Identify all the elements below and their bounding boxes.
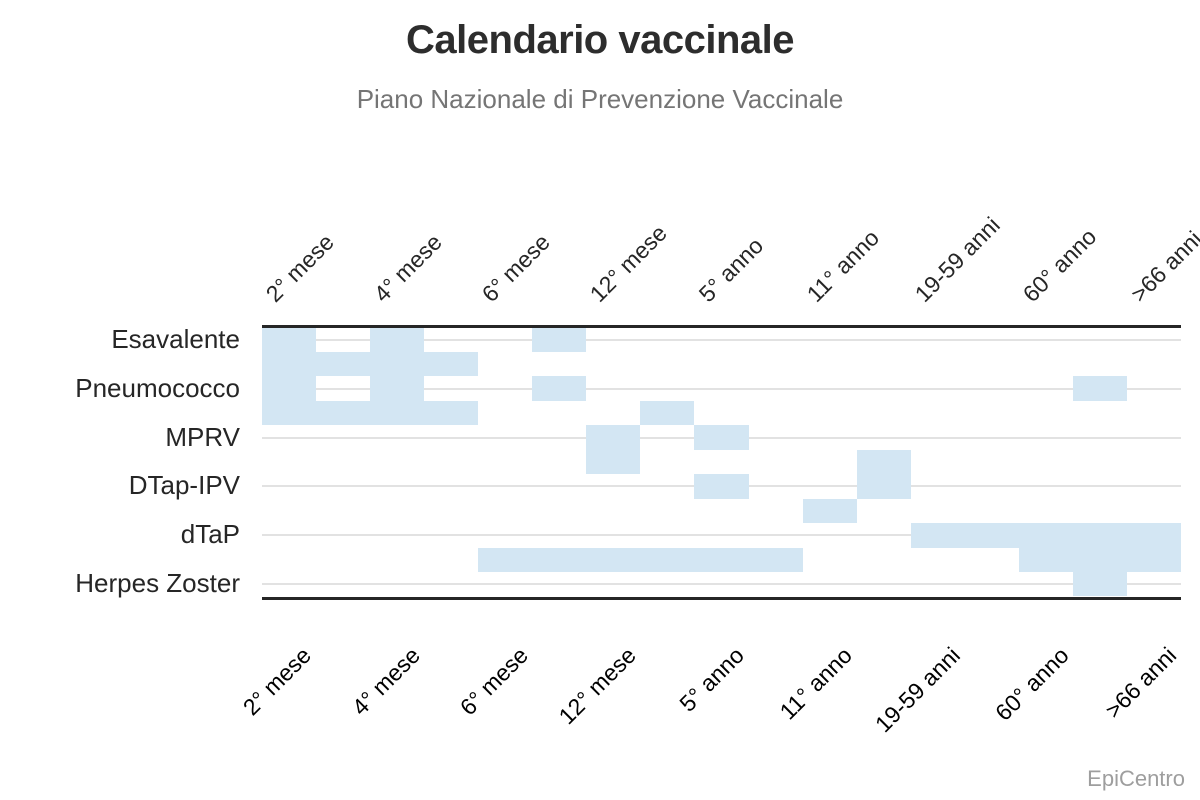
top-axis-label: 4° mese	[368, 228, 447, 307]
heatmap-cell	[532, 327, 587, 352]
heatmap-cell	[586, 425, 641, 475]
heatmap-cell	[1018, 547, 1181, 573]
bottom-axis-label: 5° anno	[674, 641, 749, 717]
heatmap-cell	[478, 547, 803, 573]
grid-line	[262, 583, 1181, 586]
heatmap-cell	[262, 400, 479, 426]
top-axis-label: 12° mese	[584, 219, 673, 307]
row-label: DTap-IPV	[128, 470, 240, 501]
top-axis-label: 5° anno	[693, 232, 768, 307]
row-label: MPRV	[165, 421, 240, 452]
top-axis-label: 60° anno	[1017, 223, 1102, 307]
heatmap-cell	[856, 449, 911, 499]
heatmap-cell	[802, 498, 857, 524]
top-axis-label: 11° anno	[801, 224, 884, 307]
bottom-axis-label: 11° anno	[774, 641, 857, 724]
top-axis-label: 6° mese	[476, 228, 556, 307]
row-label: Pneumococco	[75, 372, 240, 403]
chart-subtitle: Piano Nazionale di Prevenzione Vaccinale	[356, 84, 844, 114]
row-label: dTaP	[180, 519, 240, 550]
chart-title: Calendario vaccinale	[406, 18, 794, 62]
top-axis-label: >66 anni	[1125, 225, 1200, 307]
heatmap-cell	[1072, 376, 1127, 401]
bottom-axis-label: 2° mese	[238, 641, 317, 720]
bottom-axis-label: 60° anno	[989, 641, 1074, 726]
bottom-axis-label: 6° mese	[454, 641, 533, 720]
heatmap-cell	[694, 425, 749, 450]
bottom-axis-label: >66 anni	[1100, 641, 1182, 723]
bottom-axis-label: 4° mese	[346, 641, 425, 720]
axis-line-top	[262, 324, 1181, 328]
grid-line	[262, 387, 1181, 390]
row-label: Herpes Zoster	[75, 568, 240, 599]
heatmap-cell	[1072, 572, 1127, 597]
bottom-axis-label: 12° mese	[553, 641, 641, 729]
heatmap-cell	[640, 400, 695, 426]
credit-text: EpiCentro	[1087, 766, 1185, 791]
row-label: Esavalente	[111, 323, 240, 354]
axis-line-bottom	[262, 596, 1181, 600]
heatmap-cell	[694, 474, 749, 499]
grid-line	[262, 338, 1181, 341]
heatmap-cell	[910, 523, 1181, 548]
bottom-axis-label: 19-59 anni	[869, 641, 966, 737]
top-axis-label: 2° mese	[260, 228, 339, 307]
heatmap-cell	[532, 376, 587, 401]
heatmap-cell	[262, 351, 479, 377]
grid-line	[262, 534, 1181, 537]
top-axis-label: 19-59 anni	[909, 211, 1005, 307]
